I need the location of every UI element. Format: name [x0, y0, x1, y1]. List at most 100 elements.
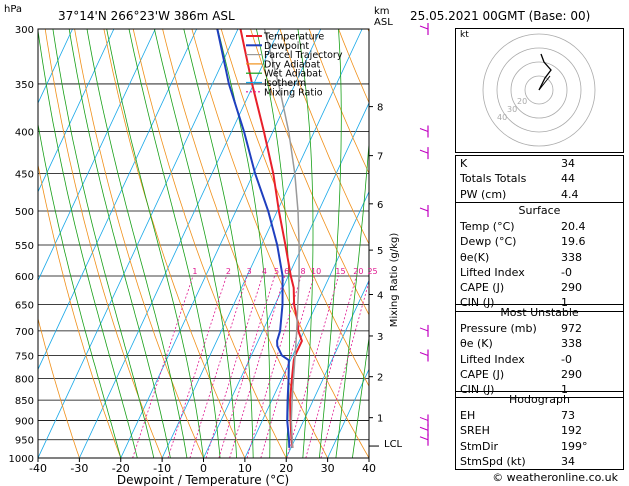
index-label: K [460, 157, 468, 170]
surface-row: CAPE (J) 290 [456, 280, 623, 295]
mixing-ratio-line [218, 275, 275, 458]
dry-adiabat-line [38, 317, 80, 458]
km-tick-label: 7 [377, 152, 383, 163]
pressure-tick-label: 750 [15, 351, 34, 362]
mixing-ratio-line [189, 275, 248, 458]
mixing-ratio-label: 25 [367, 267, 377, 276]
hodograph-kt-label: kt [460, 30, 469, 40]
index-value: 4.4 [561, 187, 579, 201]
wet-adiabat-line [106, 29, 204, 458]
hodograph-row: StmSpd (kt) 34 [456, 454, 623, 469]
mixing-ratio-label: 8 [301, 267, 306, 276]
x-tick-label: 0 [200, 462, 207, 475]
surface-table: Surface Temp (°C) 20.4 Dewp (°C) 19.6 θe(K) 3… [455, 202, 624, 312]
surface-label: Dewp (°C) [460, 235, 517, 249]
x-tick-label: 30 [321, 462, 335, 475]
index-label: PW (cm) [460, 187, 507, 201]
hodograph-row: EH 73 [456, 408, 623, 423]
pressure-tick-label: 350 [15, 80, 34, 91]
surface-value: 19.6 [561, 235, 586, 249]
wind-barb-flag [419, 149, 429, 154]
most-unstable-value: 1 [561, 383, 568, 397]
wind-barb-flag [419, 25, 429, 30]
surface-value: 338 [561, 250, 582, 264]
profile-dewpoint [216, 29, 291, 448]
wet-adiabat-line [52, 29, 155, 458]
mixing-ratio-line [286, 275, 339, 458]
surface-label: Temp (°C) [460, 220, 515, 233]
wind-barb-flag [419, 416, 429, 421]
km-tick-label: 1 [377, 414, 383, 425]
hodograph-ring-label: 40 [497, 113, 507, 122]
wind-barb-flag [419, 327, 429, 332]
km-tick-label: 2 [377, 373, 383, 384]
isotherm-line [285, 279, 369, 458]
dry-adiabat-line [103, 29, 246, 458]
dry-adiabat-line [279, 29, 369, 245]
index-label: Totals Totals [460, 172, 527, 186]
surface-value: 1 [561, 296, 568, 310]
mixing-ratio-line [320, 280, 369, 458]
wet-adiabat-line [217, 29, 271, 458]
km-tick-label: 5 [377, 246, 383, 257]
isotherm-line [327, 368, 369, 458]
dry-adiabat-line [38, 162, 122, 458]
wet-adiabat-line [38, 29, 138, 458]
km-tick-label: 3 [377, 332, 383, 343]
mixing-ratio-line [305, 275, 357, 458]
most-unstable-table: Most Unstable Pressure (mb) 972 θe (K) 338 L… [455, 304, 624, 399]
pressure-tick-label: 550 [15, 241, 34, 252]
hpa-axis-label: hPa [4, 4, 22, 15]
hodograph-label: StmSpd (kt) [460, 454, 526, 468]
pressure-tick-label: 400 [15, 128, 34, 139]
isotherm-line [203, 102, 369, 458]
most-unstable-label: Pressure (mb) [460, 322, 537, 335]
hodograph-trace [538, 53, 552, 91]
mixing-ratio-axis-label: Mixing Ratio (g/kg) [389, 233, 400, 328]
most-unstable-row: CIN (J) 1 [456, 382, 623, 397]
hodograph-ring-label: 20 [517, 97, 527, 106]
isotherm-line [38, 29, 115, 193]
dry-adiabat-line [191, 29, 369, 458]
most-unstable-label: CIN (J) [460, 383, 495, 397]
x-tick-label: -30 [70, 462, 88, 475]
x-tick-label: -40 [29, 462, 47, 475]
hodograph-label: StmDir [460, 439, 499, 453]
wet-adiabat-line [128, 29, 221, 458]
mixing-ratio-line [132, 275, 194, 458]
hodograph-ring [496, 47, 582, 133]
isotherm-line [38, 29, 73, 104]
hodograph-ring [524, 75, 554, 105]
surface-row: Lifted Index -0 [456, 265, 623, 280]
pressure-tick-label: 650 [15, 301, 34, 312]
surface-label: CIN (J) [460, 296, 495, 310]
legend-label: Parcel Trajectory [264, 50, 343, 61]
most-unstable-value: 290 [561, 367, 582, 381]
dry-adiabat-line [44, 29, 163, 458]
mixing-ratio-line [229, 275, 286, 458]
mixing-ratio-label: 10 [311, 267, 321, 276]
pressure-tick-label: 700 [15, 327, 34, 338]
legend-label: Mixing Ratio [264, 87, 323, 98]
km-tick-label: 4 [377, 290, 383, 301]
x-tick-label: 40 [362, 462, 376, 475]
surface-title: Surface [518, 204, 561, 217]
hodograph-table: Hodograph EH 73 SREH 192 StmDir 199° StmSpd (k… [455, 391, 624, 471]
most-unstable-label: Lifted Index [460, 352, 525, 366]
most-unstable-label: CAPE (J) [460, 367, 505, 381]
pressure-tick-label: 950 [15, 436, 34, 447]
mixing-ratio-line [205, 275, 263, 458]
pressure-tick-label: 300 [15, 25, 34, 36]
pressure-tick-label: 800 [15, 374, 34, 385]
hodograph-value: 199° [561, 439, 588, 453]
surface-row: Dewp (°C) 19.6 [456, 234, 623, 249]
mixing-ratio-label: 20 [353, 267, 363, 276]
most-unstable-value: 972 [561, 322, 582, 335]
hodograph-value: 192 [561, 424, 582, 438]
wet-adiabat-line [38, 121, 122, 458]
hodograph-row: StmDir 199° [456, 439, 623, 454]
hodograph-label: SREH [460, 424, 490, 438]
lcl-label: LCL [384, 439, 403, 450]
mixing-ratio-label: 6 [284, 267, 289, 276]
surface-row: Temp (°C) 20.4 [456, 219, 623, 234]
